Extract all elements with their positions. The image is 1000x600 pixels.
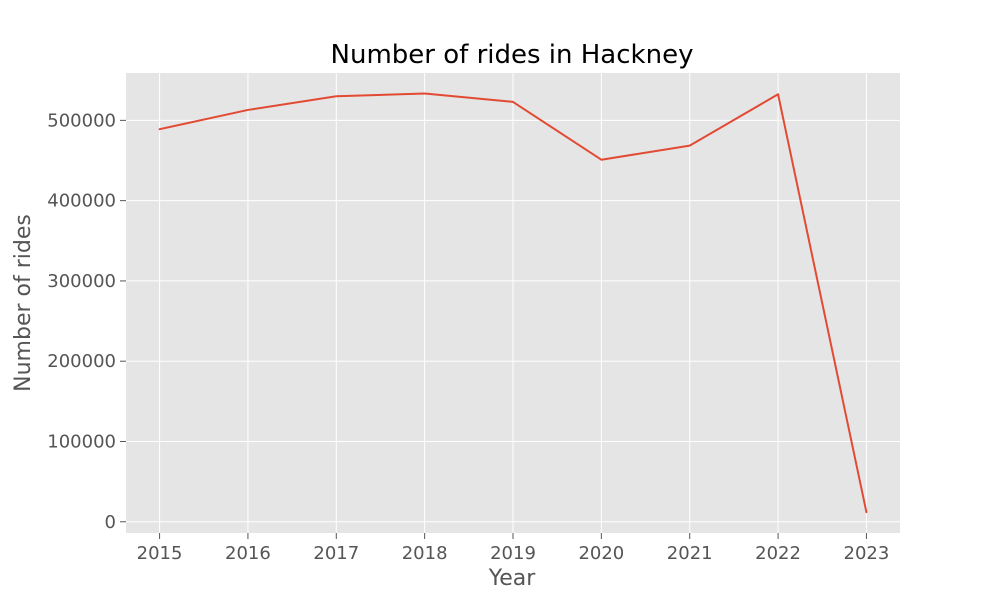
- x-tick-label: 2020: [578, 543, 624, 564]
- x-tick-label: 2018: [402, 543, 448, 564]
- x-tick-label: 2016: [225, 543, 271, 564]
- x-tick-label: 2019: [490, 543, 536, 564]
- y-tick-label: 500000: [47, 110, 116, 131]
- y-axis-label: Number of rides: [11, 214, 36, 392]
- series-line: [158, 92, 868, 514]
- chart-title: Number of rides in Hackney: [331, 40, 694, 70]
- x-tick-label: 2017: [313, 543, 359, 564]
- y-tick-label: 200000: [47, 351, 116, 372]
- x-tick-label: 2021: [667, 543, 713, 564]
- y-axis: 0 100000 200000 300000 400000 500000: [47, 110, 126, 533]
- y-tick-label: 300000: [47, 271, 116, 292]
- y-tick-label: 100000: [47, 431, 116, 452]
- y-tick-label: 0: [105, 512, 116, 533]
- x-tick-label: 2015: [137, 543, 183, 564]
- gridlines: [126, 73, 900, 533]
- x-tick-label: 2023: [844, 543, 890, 564]
- x-tick-label: 2022: [755, 543, 801, 564]
- x-axis: 2015 2016 2017 2018 2019 2020 2021 2022 2023: [137, 533, 890, 564]
- series-layer: [158, 92, 868, 514]
- y-tick-label: 400000: [47, 191, 116, 212]
- x-axis-label: Year: [488, 566, 537, 591]
